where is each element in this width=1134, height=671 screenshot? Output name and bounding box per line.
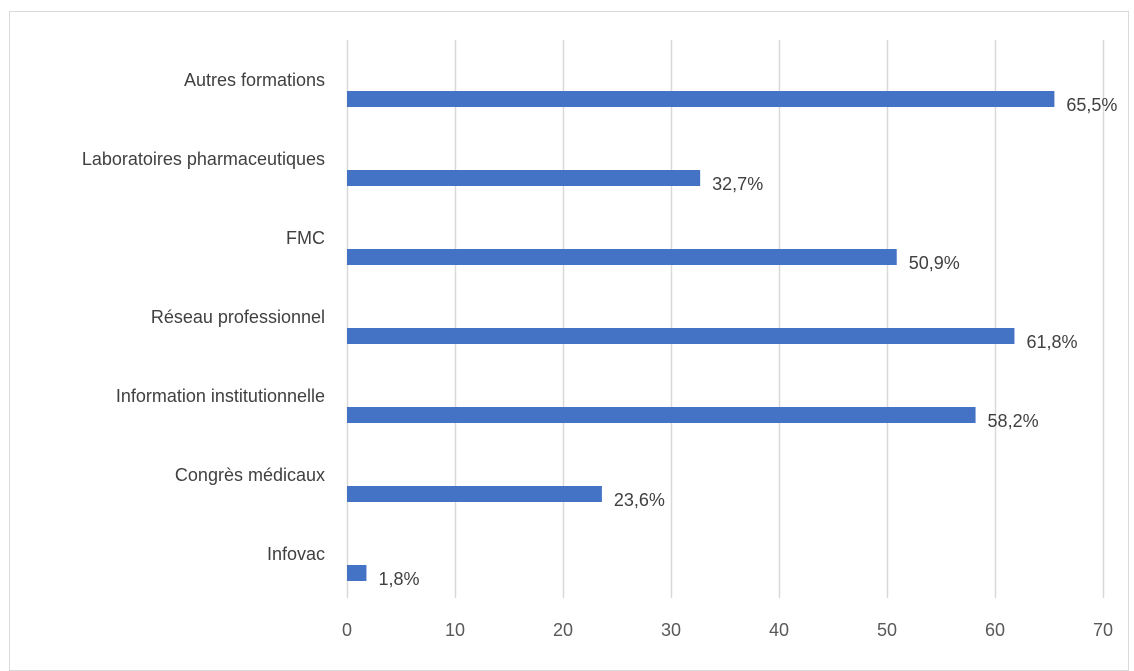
category-labels: Autres formations Laboratoires pharmaceut… <box>82 70 325 564</box>
bars <box>347 91 1054 581</box>
x-tick-label: 50 <box>877 620 897 640</box>
category-label: Laboratoires pharmaceutiques <box>82 149 325 169</box>
x-tick-label: 30 <box>661 620 681 640</box>
category-label: Congrès médicaux <box>175 465 325 485</box>
data-label: 50,9% <box>909 253 960 273</box>
category-label: Information institutionnelle <box>116 386 325 406</box>
data-label: 65,5% <box>1066 95 1117 115</box>
bar <box>347 407 976 423</box>
gridlines <box>348 40 1104 598</box>
category-label: Autres formations <box>184 70 325 90</box>
x-axis-tick-labels: 0 10 20 30 40 50 60 70 <box>342 620 1113 640</box>
data-label: 32,7% <box>712 174 763 194</box>
data-label: 1,8% <box>378 569 419 589</box>
x-tick-label: 20 <box>553 620 573 640</box>
x-tick-label: 0 <box>342 620 352 640</box>
bar <box>347 486 602 502</box>
bar-chart: Autres formations Laboratoires pharmaceut… <box>0 0 1134 653</box>
bar <box>347 328 1014 344</box>
x-tick-label: 10 <box>445 620 465 640</box>
category-label: Réseau professionnel <box>151 307 325 327</box>
data-label: 23,6% <box>614 490 665 510</box>
x-tick-label: 60 <box>985 620 1005 640</box>
data-label: 58,2% <box>988 411 1039 431</box>
x-tick-label: 70 <box>1093 620 1113 640</box>
bar <box>347 170 700 186</box>
category-label: FMC <box>286 228 325 248</box>
x-tick-label: 40 <box>769 620 789 640</box>
bar <box>347 249 897 265</box>
category-label: Infovac <box>267 544 325 564</box>
bar <box>347 565 366 581</box>
bar <box>347 91 1054 107</box>
data-label: 61,8% <box>1026 332 1077 352</box>
